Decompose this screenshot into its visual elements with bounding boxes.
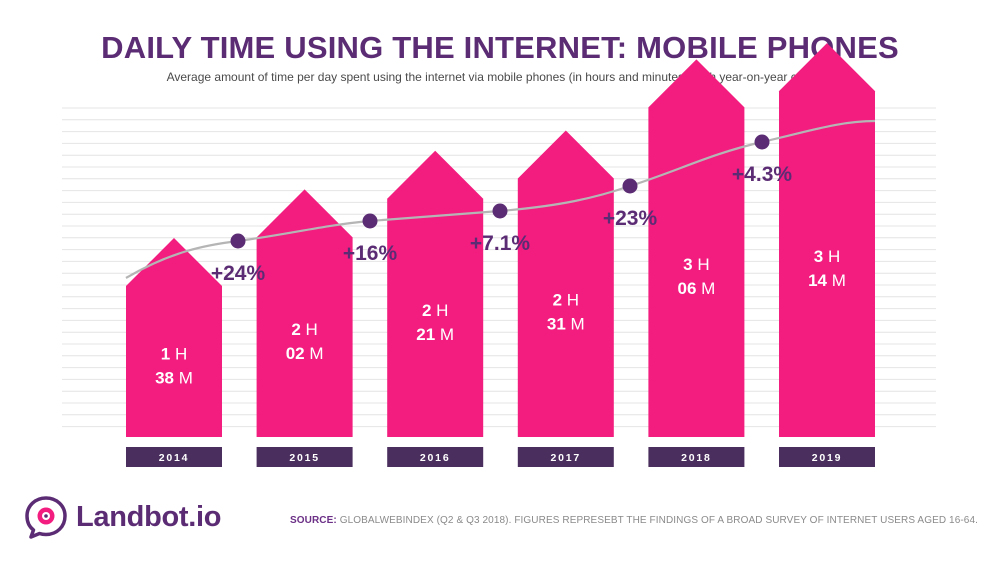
year-band: [126, 447, 222, 467]
x-tick-label: 2016: [420, 452, 451, 464]
source-label: SOURCE:: [289, 515, 337, 526]
source-text: GLOBALWEBINDEX (Q2 & Q3 2018). FIGURES R…: [339, 515, 978, 526]
landbot-logo[interactable]: Landbot.io: [24, 495, 221, 539]
yoy-change-label: +16%: [343, 242, 398, 265]
bar-label-minutes: 14 M: [808, 271, 846, 290]
x-tick-label: 2015: [289, 452, 320, 464]
trend-dot: [362, 213, 378, 229]
bar-label-hours: 2 H: [291, 320, 317, 339]
trend-dot: [754, 134, 770, 150]
logo-text: Landbot.io: [76, 500, 222, 533]
chart-subtitle: Average amount of time per day spent usi…: [166, 70, 834, 84]
bar-label-hours: 1 H: [161, 345, 187, 364]
bar: [648, 59, 745, 438]
bar-label-hours: 3 H: [814, 247, 840, 266]
year-band: [387, 447, 484, 467]
trend-dot: [622, 178, 638, 194]
source-note: SOURCE: GLOBALWEBINDEX (Q2 & Q3 2018). F…: [290, 515, 978, 526]
bar-label-minutes: 21 M: [416, 325, 454, 344]
bar-label-minutes: 02 M: [286, 344, 324, 363]
bar-label-hours: 2 H: [422, 301, 448, 320]
year-band: [256, 447, 353, 467]
x-tick-label: 2018: [681, 452, 712, 464]
yoy-change-label: +4.3%: [732, 163, 792, 186]
year-band: [517, 447, 614, 467]
bar: [126, 238, 222, 437]
yoy-change-label: +7.1%: [470, 232, 530, 255]
year-band: [648, 447, 745, 467]
trend-line: +24% +16% +7.1% +23% +4.3%: [125, 119, 876, 285]
trend-dot: [492, 203, 508, 219]
yoy-change-label: +23%: [603, 207, 658, 230]
year-band: [779, 447, 875, 467]
bar-label-hours: 3 H: [683, 255, 709, 274]
bar-label-minutes: 31 M: [547, 315, 585, 334]
trend-dot: [230, 233, 246, 249]
bar: [387, 150, 484, 437]
yoy-change-label: +24%: [211, 262, 266, 285]
x-tick-label: 2019: [812, 452, 843, 464]
bar: [256, 189, 353, 437]
x-tick-label: 2017: [551, 452, 582, 464]
bar-label-minutes: 06 M: [677, 279, 715, 298]
x-tick-label: 2014: [159, 452, 190, 464]
bar: [779, 43, 875, 438]
bar: [517, 130, 614, 437]
bar-label-minutes: 38 M: [155, 369, 193, 388]
chat-bubble-eye-icon: [25, 496, 67, 539]
chart-title: DAILY TIME USING THE INTERNET: MOBILE PH…: [101, 30, 899, 65]
bar-label-hours: 2 H: [553, 291, 579, 310]
